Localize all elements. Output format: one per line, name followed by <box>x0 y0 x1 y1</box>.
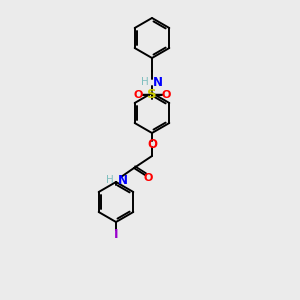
Text: O: O <box>143 173 153 183</box>
Text: O: O <box>133 90 143 100</box>
Text: H: H <box>141 77 149 87</box>
Text: O: O <box>147 137 157 151</box>
Text: S: S <box>147 88 157 101</box>
Text: H: H <box>106 175 114 185</box>
Text: N: N <box>118 173 128 187</box>
Text: O: O <box>161 90 171 100</box>
Text: N: N <box>153 76 163 88</box>
Text: I: I <box>114 227 118 241</box>
